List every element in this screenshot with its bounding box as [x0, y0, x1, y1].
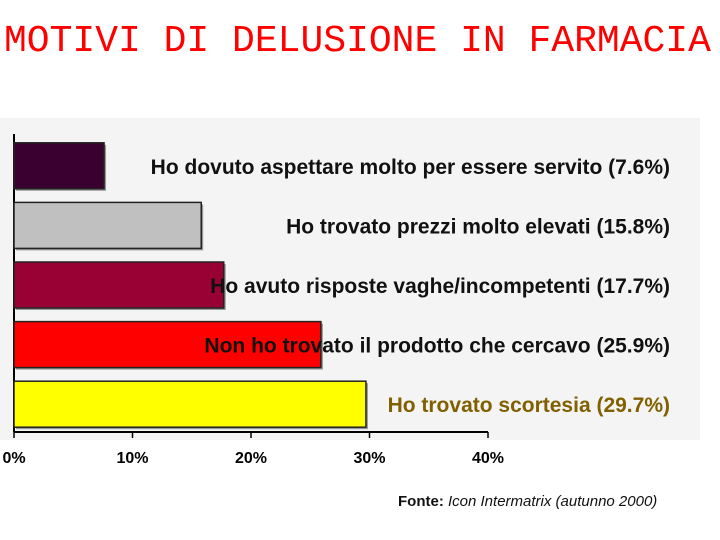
x-tick-label: 10% — [116, 450, 148, 467]
bar-label: Ho avuto risposte vaghe/incompetenti (17… — [210, 275, 670, 298]
bar-label: Ho trovato scortesia (29.7%) — [388, 394, 670, 417]
source-note: Fonte: Icon Intermatrix (autunno 2000) — [398, 493, 657, 510]
bar — [13, 320, 322, 369]
x-tick-label: 0% — [2, 450, 25, 467]
x-tick-label: 20% — [235, 450, 267, 467]
x-tick-label: 40% — [472, 450, 504, 467]
bar-label: Ho trovato prezzi molto elevati (15.8%) — [286, 215, 670, 238]
source-label: Fonte: — [398, 493, 444, 510]
bar-label: Ho dovuto aspettare molto per essere ser… — [151, 156, 670, 179]
slide-title: MOTIVI DI DELUSIONE IN FARMACIA — [4, 20, 711, 63]
bar — [13, 142, 105, 190]
bar — [13, 380, 367, 428]
x-tick-label: 30% — [353, 450, 385, 467]
bar — [13, 261, 225, 309]
bar — [13, 201, 202, 250]
bar-label: Non ho trovato il prodotto che cercavo (… — [204, 335, 670, 358]
source-text: Icon Intermatrix (autunno 2000) — [448, 493, 658, 510]
